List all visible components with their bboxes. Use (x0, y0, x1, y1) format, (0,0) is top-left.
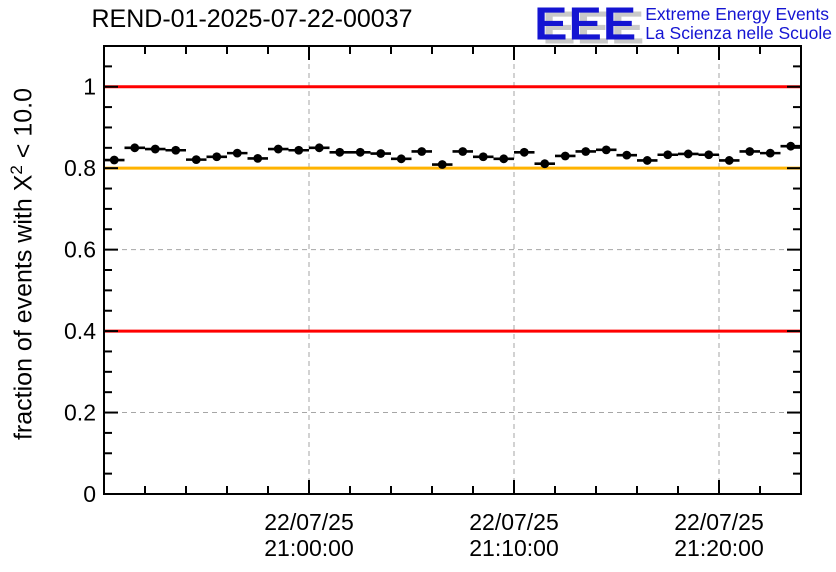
y-tick-label: 0.2 (64, 400, 96, 426)
y-axis-title-superscript: 2 (7, 165, 26, 175)
data-point (253, 154, 263, 163)
y-tick-label: 1 (83, 74, 96, 100)
eee-logo-line2: La Scienza nelle Scuole (645, 23, 832, 43)
data-point (396, 154, 406, 164)
data-point (663, 150, 673, 160)
data-point (109, 155, 119, 165)
data-point (458, 147, 468, 156)
data-point (642, 156, 652, 165)
data-point (519, 147, 529, 157)
data-point (191, 155, 201, 165)
data-point (212, 152, 222, 162)
data-point (499, 154, 509, 164)
x-tick-label-time: 21:20:00 (674, 535, 764, 561)
data-point (376, 149, 386, 158)
data-point (478, 152, 488, 162)
plot-frame (103, 45, 802, 495)
data-point (314, 143, 324, 153)
data-point (704, 150, 714, 160)
data-point (335, 147, 345, 157)
y-axis-title: fraction of events with X2 < 10.0 (7, 87, 38, 441)
eee-logo-line1: Extreme Energy Events (645, 4, 830, 24)
data-point (232, 148, 242, 158)
data-point (724, 156, 734, 165)
data-point (273, 144, 283, 154)
data-point (355, 147, 365, 157)
y-tick-label: 0.8 (64, 155, 96, 181)
data-point (437, 160, 447, 169)
x-tick-label-date: 22/07/25 (469, 509, 559, 535)
x-tick-label-date: 22/07/25 (674, 509, 764, 535)
eee-logo: EEE Extreme Energy Events La Scienza nel… (534, 0, 832, 50)
eee-logo-text: Extreme Energy Events La Scienza nelle S… (645, 5, 832, 43)
data-point (171, 145, 181, 155)
x-tick-label-time: 21:10:00 (469, 535, 559, 561)
eee-logo-acronym: EEE (534, 0, 638, 50)
data-point (786, 141, 796, 151)
data-point (745, 147, 755, 156)
page-title: REND-01-2025-07-22-00037 (91, 5, 413, 33)
x-tick-label-date: 22/07/25 (264, 509, 354, 535)
data-point (683, 149, 693, 159)
y-tick-label: 0.6 (64, 237, 96, 263)
data-point (622, 150, 632, 160)
data-point (765, 148, 775, 158)
data-point (540, 159, 550, 169)
y-tick-label: 0 (83, 481, 96, 507)
data-point (601, 145, 611, 155)
data-point (294, 145, 304, 155)
data-point (417, 147, 427, 156)
x-tick-label-time: 21:00:00 (264, 535, 354, 561)
y-tick-label: 0.4 (64, 318, 96, 344)
data-point (130, 143, 140, 153)
data-point (560, 151, 570, 161)
data-point (150, 144, 160, 154)
data-point (581, 147, 591, 156)
